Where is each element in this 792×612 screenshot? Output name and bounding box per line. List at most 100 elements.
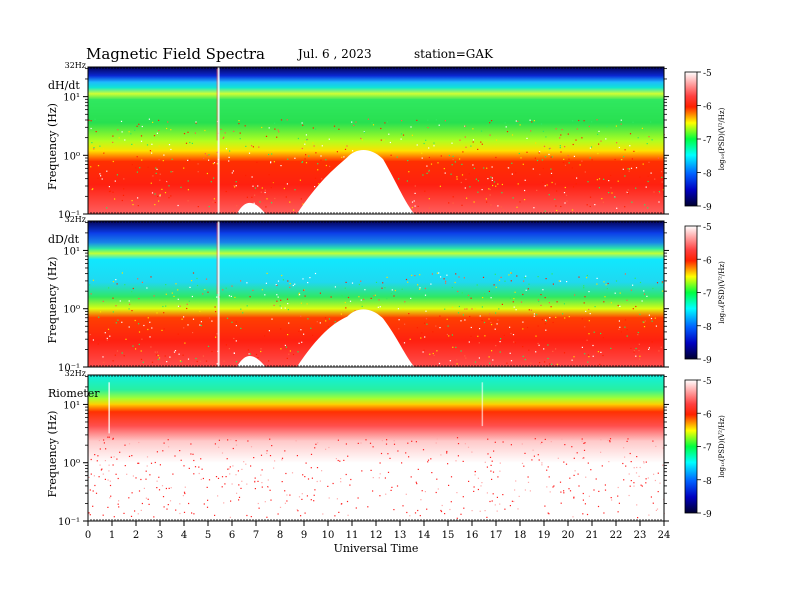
spectrogram-pixel	[166, 508, 168, 510]
spectrogram-pixel	[413, 200, 415, 202]
spectrogram-band	[88, 81, 664, 89]
spectrogram-pixel	[187, 180, 189, 182]
spectrogram-pixel	[240, 308, 242, 310]
spectrogram-pixel	[304, 143, 306, 145]
spectrogram-pixel	[489, 313, 491, 315]
spectrogram-pixel	[300, 515, 302, 517]
spectrogram-pixel	[280, 299, 282, 301]
spectrogram-pixel	[89, 333, 91, 336]
spectrogram-pixel	[535, 351, 537, 353]
spectrogram-pixel	[135, 477, 137, 479]
spectrogram-pixel	[544, 323, 546, 325]
spectrogram-pixel	[296, 455, 298, 457]
spectrogram-pixel	[213, 198, 215, 200]
spectrogram-pixel	[497, 183, 499, 185]
spectrogram-pixel	[639, 466, 641, 469]
spectrogram-pixel	[405, 452, 407, 454]
spectrogram-pixel	[204, 129, 206, 132]
spectrogram-pixel	[525, 275, 527, 277]
spectrogram-pixel	[159, 179, 161, 181]
spectrogram-pixel	[170, 148, 172, 151]
spectrogram-pixel	[537, 342, 539, 345]
spectrogram-pixel	[554, 183, 556, 185]
spectrogram-pixel	[187, 324, 189, 326]
spectrogram-pixel	[285, 346, 287, 348]
spectrogram-pixel	[131, 200, 133, 202]
spectrogram-pixel	[264, 294, 266, 296]
spectrogram-pixel	[305, 162, 308, 164]
spectrogram-pixel	[610, 187, 612, 189]
spectrogram-pixel	[240, 487, 242, 489]
spectrogram-pixel	[132, 345, 134, 347]
spectrogram-pixel	[518, 152, 520, 155]
spectrogram-pixel	[300, 329, 302, 331]
spectrogram-pixel	[170, 171, 172, 173]
spectrogram-pixel	[556, 209, 558, 212]
spectrogram-band	[88, 389, 664, 399]
spectrogram-pixel	[493, 284, 495, 286]
spectrogram-pixel	[239, 138, 241, 140]
spectrogram-pixel	[648, 161, 650, 163]
spectrogram-pixel	[648, 136, 650, 138]
spectrogram-pixel	[515, 120, 517, 122]
spectrogram-pixel	[422, 174, 424, 176]
spectrogram-pixel	[341, 295, 343, 297]
spectrogram-band	[88, 122, 664, 141]
spectrogram-pixel	[225, 190, 227, 193]
spectrogram-pixel	[456, 492, 458, 494]
spectrogram-pixel	[179, 503, 181, 505]
spectrogram-pixel	[128, 131, 130, 133]
spectrogram-pixel	[138, 323, 140, 325]
spectrogram-pixel	[98, 476, 100, 478]
spectrogram-pixel	[261, 469, 263, 471]
spectrogram-pixel	[484, 335, 486, 337]
spectrogram-pixel	[512, 334, 515, 336]
spectrogram-pixel	[393, 443, 396, 445]
spectrogram-pixel	[635, 347, 637, 350]
spectrogram-pixel	[168, 197, 170, 199]
spectrogram-pixel	[629, 133, 632, 135]
spectrogram-pixel	[607, 282, 609, 285]
spectrogram-pixel	[310, 499, 312, 501]
spectrogram-pixel	[187, 189, 189, 191]
spectrogram-pixel	[121, 272, 123, 274]
spectrogram-pixel	[162, 160, 164, 162]
spectrogram-pixel	[576, 452, 578, 454]
spectrogram-pixel	[204, 153, 206, 155]
spectrogram-pixel	[511, 134, 514, 136]
spectrogram-pixel	[587, 462, 589, 464]
spectrogram-pixel	[304, 512, 306, 514]
spectrogram-pixel	[582, 492, 584, 495]
spectrogram-pixel	[460, 513, 462, 515]
spectrogram-pixel	[550, 156, 552, 158]
spectrogram-pixel	[435, 491, 437, 494]
spectrogram-pixel	[490, 321, 492, 324]
spectrogram-pixel	[341, 156, 343, 158]
spectrogram-pixel	[647, 175, 649, 177]
spectrogram-pixel	[202, 293, 204, 295]
spectrogram-pixel	[340, 478, 342, 480]
spectrogram-pixel	[445, 280, 447, 282]
spectrogram-pixel	[123, 355, 125, 357]
spectrogram-pixel	[588, 125, 590, 128]
spectrogram-pixel	[584, 442, 586, 444]
spectrogram-pixel	[615, 280, 618, 282]
spectrogram-pixel	[97, 165, 100, 167]
spectrogram-pixel	[410, 297, 412, 299]
spectrogram-pixel	[411, 201, 414, 203]
spectrogram-pixel	[352, 150, 354, 152]
spectrogram-pixel	[448, 484, 450, 486]
spectrogram-pixel	[350, 478, 352, 481]
spectrogram-pixel	[185, 142, 188, 144]
spectrogram-pixel	[661, 176, 663, 178]
spectrogram-pixel	[433, 354, 435, 356]
x-tick-label: 12	[370, 530, 383, 541]
spectrogram-pixel	[333, 323, 335, 325]
x-tick-label: 18	[514, 530, 527, 541]
spectrogram-pixel	[229, 150, 231, 152]
spectrogram-pixel	[621, 159, 623, 161]
spectrogram-pixel	[414, 192, 416, 194]
spectrogram-pixel	[588, 308, 590, 311]
spectrogram-pixel	[460, 320, 462, 322]
spectrogram-pixel	[609, 438, 612, 440]
